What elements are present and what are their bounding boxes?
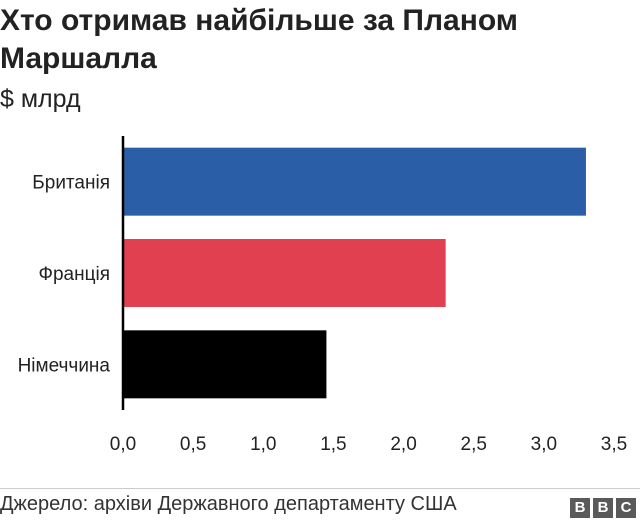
category-label: Британія — [32, 173, 110, 194]
x-tick-label: 0,5 — [180, 434, 206, 455]
x-tick-label: 0,0 — [110, 434, 136, 455]
x-tick-label: 2,5 — [461, 434, 487, 455]
x-tick-label: 2,0 — [390, 434, 416, 455]
bbc-logo: B B C — [570, 498, 636, 518]
bbc-logo-letter: B — [570, 498, 590, 518]
bar-0 — [123, 147, 586, 216]
x-tick-label: 3,0 — [531, 434, 557, 455]
bar-chart: Британія Франція Німеччина 0,0 0,5 1,0 1,5 2,0 2… — [18, 136, 627, 455]
bar-1 — [123, 239, 446, 307]
x-tick-label: 3,5 — [601, 434, 627, 455]
chart-subtitle: $ млрд — [0, 85, 81, 113]
bar-2 — [123, 330, 327, 399]
chart-title: Хто отримав найбільше за Планом Маршалла — [0, 4, 518, 75]
x-tick-label: 1,0 — [250, 434, 276, 455]
x-tick-label: 1,5 — [320, 434, 346, 455]
bbc-logo-letter: C — [616, 498, 636, 518]
source-note: Джерело: архіви Державного департаменту … — [0, 493, 457, 515]
footer: Джерело: архіви Державного департаменту … — [0, 488, 640, 524]
footer-divider — [0, 488, 640, 489]
category-label: Німеччина — [18, 355, 111, 376]
category-label: Франція — [39, 264, 110, 285]
bbc-logo-letter: B — [593, 498, 613, 518]
